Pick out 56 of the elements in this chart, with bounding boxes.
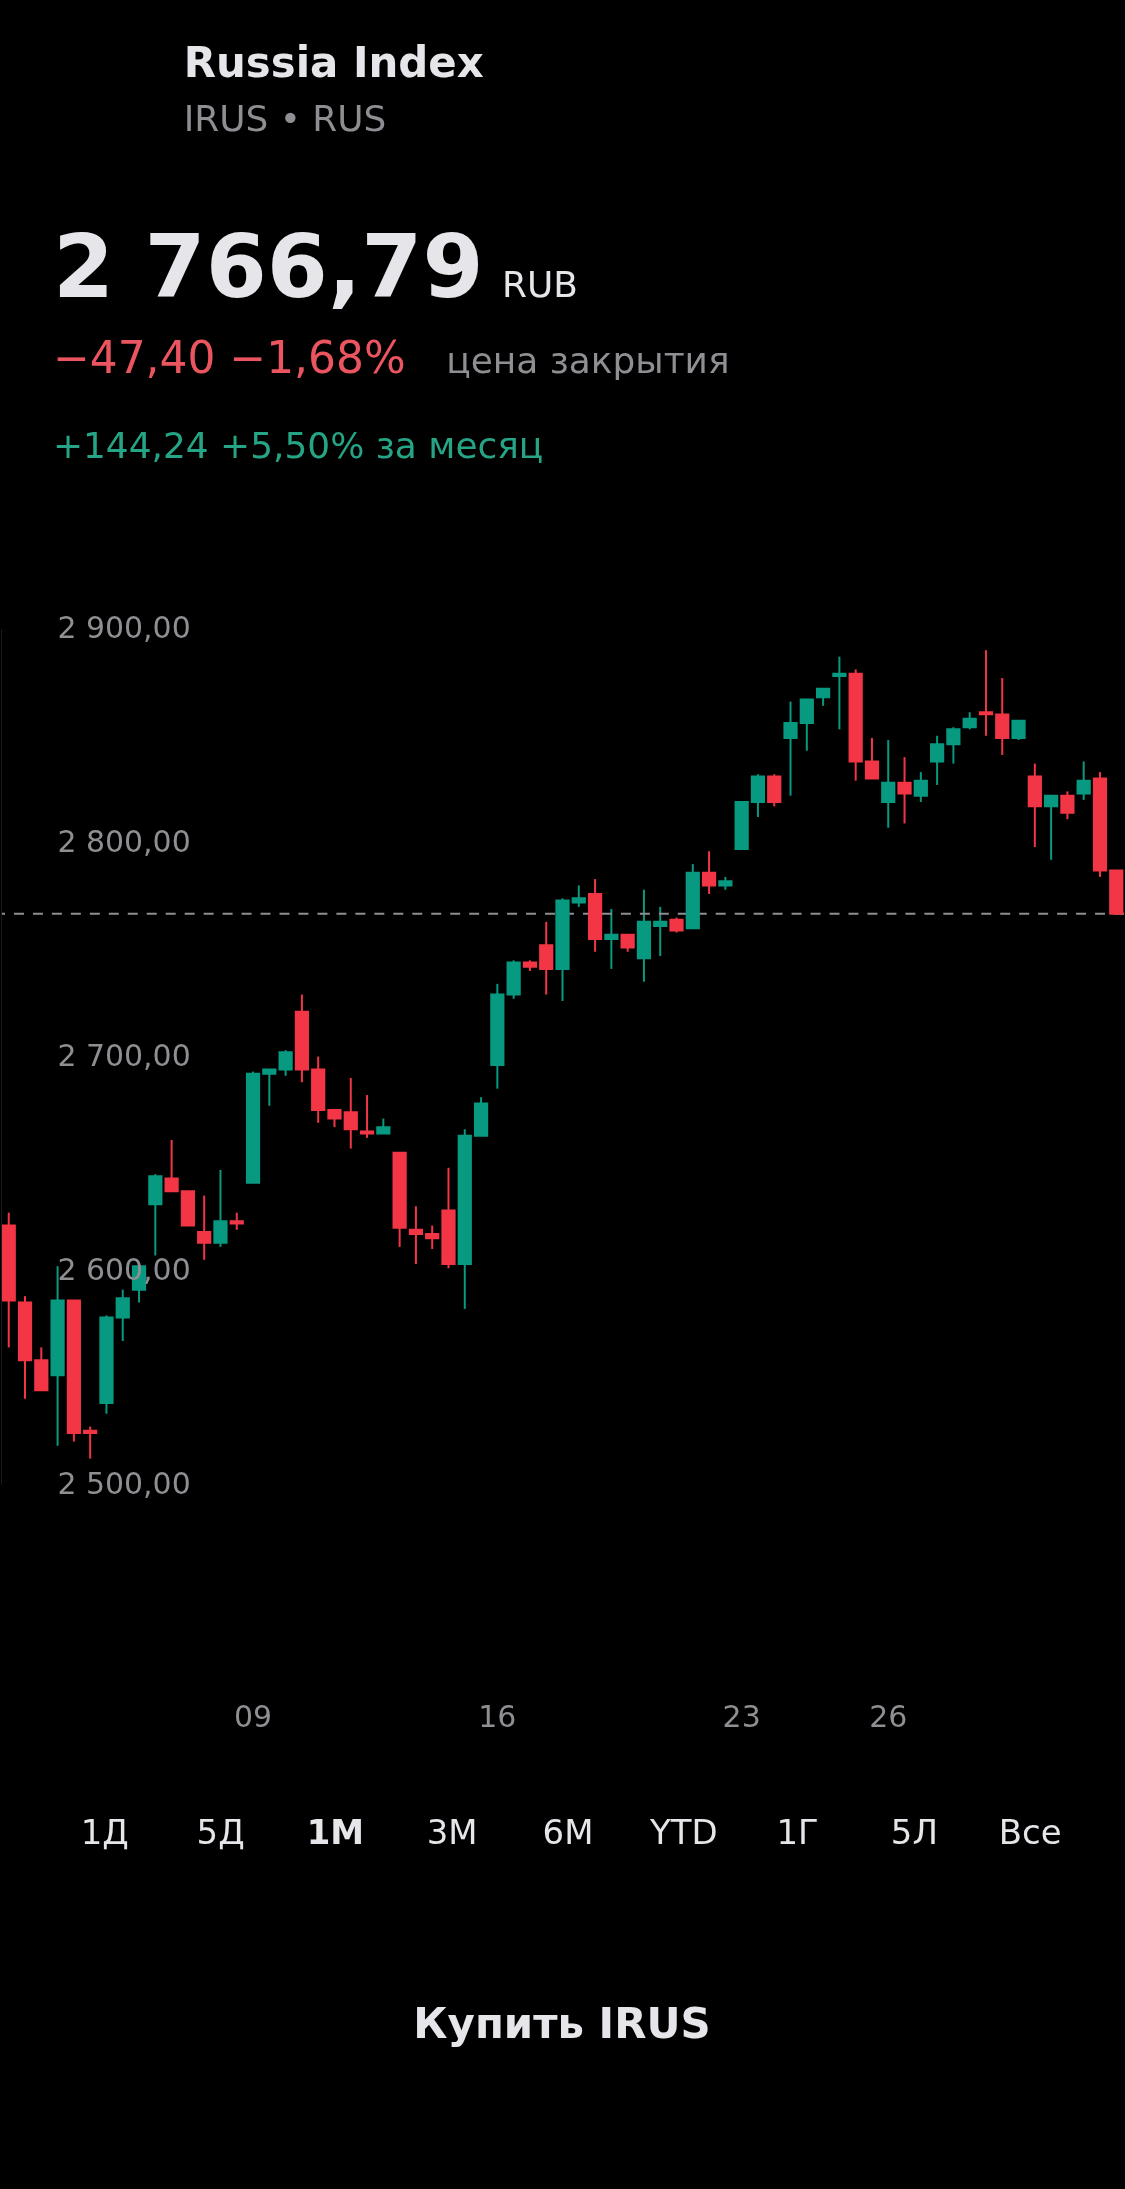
text: 3М [426,1812,478,1852]
text: Все [998,1812,1062,1852]
candlestick [783,700,798,797]
candlestick [359,1094,375,1139]
candlestick [1011,719,1026,742]
text: RUB [502,264,579,306]
candlestick [995,677,1010,757]
candlestick [604,908,619,970]
candlestick [701,850,717,896]
y-tick-label: 2 800,00 [57,824,191,860]
candlestick [799,698,814,752]
candlestick [946,726,961,765]
text: 2 766,79 [52,215,484,319]
text: Купить IRUS [413,1999,711,2049]
candlestick [278,1049,293,1077]
y-tick-label: 2 900,00 [57,610,191,646]
candlestick [539,920,554,996]
text: −47,40 −1,68% [52,332,406,384]
candlestick [832,655,847,731]
text: 1М [306,1812,365,1852]
candlestick [1076,760,1091,801]
text: 1Д [80,1812,129,1852]
text: 6М [542,1812,594,1852]
candlestick [408,1205,424,1266]
chart-subtitle: IRUS • RUS [183,97,387,139]
candlestick [913,771,928,804]
x-tick-label: 09 [233,1699,273,1735]
y-tick-label: 2 500,00 [57,1465,191,1501]
text: цена закрытия [446,340,730,382]
candlestick [262,1068,277,1107]
candlestick [83,1425,98,1460]
candlestick [115,1288,130,1343]
text: YTD [649,1812,718,1852]
text: 1Г [776,1812,819,1852]
text: 5Л [890,1812,938,1852]
candlestick [881,739,896,829]
candlestick [978,649,994,737]
candlestick [653,905,668,958]
y-tick-label: 2 700,00 [57,1038,191,1074]
candlestick [197,1194,212,1261]
candlestick [930,734,945,786]
candlestick [213,1168,228,1248]
candlestick [1044,794,1059,861]
chart-title: Russia Index [183,37,484,87]
x-tick-label: 23 [722,1699,761,1735]
candlestick [897,756,912,825]
candlestick [425,1224,440,1251]
x-tick-label: 26 [869,1699,908,1735]
candlestick [571,884,586,908]
candlestick [864,736,880,780]
x-tick-label: 16 [478,1699,517,1735]
text: 5Д [196,1812,245,1852]
candlestick [343,1076,358,1150]
text: +144,24 +5,50% за месяц [52,425,544,467]
candlestick [164,1138,179,1193]
candlestick [1060,790,1075,821]
